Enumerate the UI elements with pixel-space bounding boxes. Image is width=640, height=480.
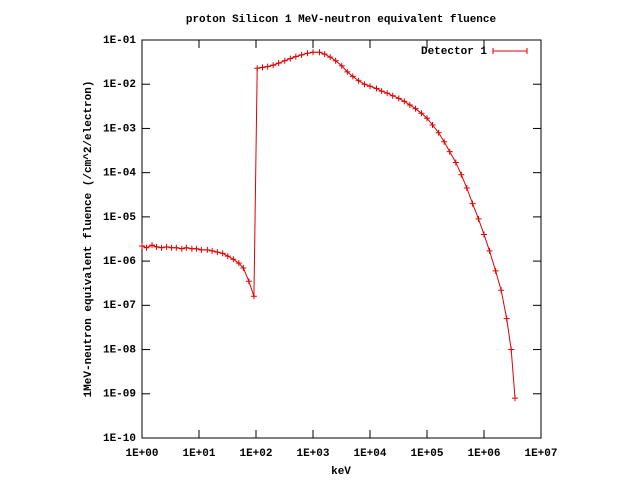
data-point	[264, 63, 271, 70]
data-point	[281, 57, 288, 64]
data-point	[304, 50, 311, 57]
x-tick-label: 1E+04	[353, 448, 386, 460]
y-tick-label: 1E-03	[103, 123, 136, 135]
y-tick-label: 1E-04	[103, 168, 136, 180]
data-point	[298, 51, 305, 58]
x-tick-label: 1E+00	[125, 448, 158, 460]
data-point	[435, 129, 442, 136]
data-point	[406, 101, 413, 108]
data-point	[178, 245, 185, 252]
y-axis-label: 1MeV-neutron equivalent fluence (/cm^2/e…	[83, 81, 95, 398]
data-point	[503, 315, 510, 322]
data-point	[486, 247, 493, 254]
data-point	[254, 65, 261, 72]
data-point	[245, 278, 252, 285]
data-point	[250, 293, 257, 300]
data-point	[292, 53, 299, 60]
data-point	[240, 264, 247, 271]
data-point	[458, 171, 465, 178]
data-point	[310, 49, 316, 56]
data-point	[498, 287, 505, 294]
data-point	[198, 246, 205, 253]
data-point	[224, 253, 231, 260]
data-point	[463, 185, 470, 192]
data-point	[429, 121, 436, 128]
data-point	[384, 90, 391, 97]
data-point	[512, 395, 519, 402]
data-point	[163, 243, 170, 250]
data-point	[481, 231, 487, 238]
data-point	[508, 346, 515, 353]
x-tick-label: 1E+05	[410, 448, 443, 460]
data-point	[418, 110, 425, 117]
data-point	[441, 138, 448, 145]
y-tick-label: 1E-06	[103, 256, 136, 268]
legend-label: Detector 1	[421, 46, 487, 58]
data-point	[332, 57, 339, 64]
data-point	[469, 200, 476, 207]
data-point	[373, 85, 380, 92]
data-point	[259, 64, 266, 71]
data-point	[219, 250, 226, 257]
chart-title: proton Silicon 1 MeV-neutron equivalent …	[186, 14, 497, 26]
legend-swatch	[492, 48, 528, 54]
data-point	[361, 81, 368, 88]
data-point	[230, 256, 237, 263]
data-point	[209, 247, 216, 254]
data-point	[338, 62, 345, 69]
data-point	[173, 244, 180, 251]
data-point	[327, 54, 334, 61]
data-point	[149, 242, 156, 249]
data-point	[412, 105, 419, 112]
x-tick-label: 1E+02	[239, 448, 272, 460]
data-point	[401, 98, 408, 105]
data-point	[214, 249, 221, 256]
data-point	[270, 62, 277, 69]
x-tick-label: 1E+06	[467, 448, 500, 460]
data-point	[321, 51, 328, 58]
data-point	[446, 148, 453, 155]
y-tick-label: 1E-01	[103, 35, 136, 47]
x-tick-label: 1E+03	[296, 448, 329, 460]
y-tick-label: 1E-07	[103, 300, 136, 312]
data-point	[395, 95, 402, 102]
data-point	[193, 245, 200, 252]
y-tick-label: 1E-02	[103, 79, 136, 91]
data-point	[235, 260, 242, 267]
data-point	[143, 244, 150, 251]
data-point	[378, 88, 385, 95]
x-tick-label: 1E+01	[182, 448, 215, 460]
y-tick-label: 1E-05	[103, 212, 136, 224]
y-tick-label: 1E-09	[103, 389, 136, 401]
data-point	[204, 246, 211, 253]
y-tick-label: 1E-10	[103, 433, 136, 445]
data-point	[287, 55, 294, 62]
x-tick-label: 1E+07	[524, 448, 557, 460]
y-tick-label: 1E-08	[103, 344, 136, 356]
data-point	[367, 83, 373, 90]
x-axis-label: keV	[331, 466, 351, 478]
data-point	[316, 49, 323, 56]
data-point	[153, 243, 160, 250]
data-line	[141, 51, 516, 399]
data-point	[389, 92, 396, 99]
data-point	[492, 267, 499, 274]
plot-frame	[141, 39, 542, 439]
data-point	[349, 73, 356, 80]
data-point	[452, 159, 459, 166]
data-point	[475, 215, 482, 222]
data-point	[158, 244, 165, 251]
data-point	[344, 68, 351, 75]
data-point	[355, 77, 362, 84]
data-point	[424, 115, 430, 122]
data-point	[183, 244, 190, 251]
data-point	[139, 242, 145, 249]
data-point	[275, 60, 282, 67]
